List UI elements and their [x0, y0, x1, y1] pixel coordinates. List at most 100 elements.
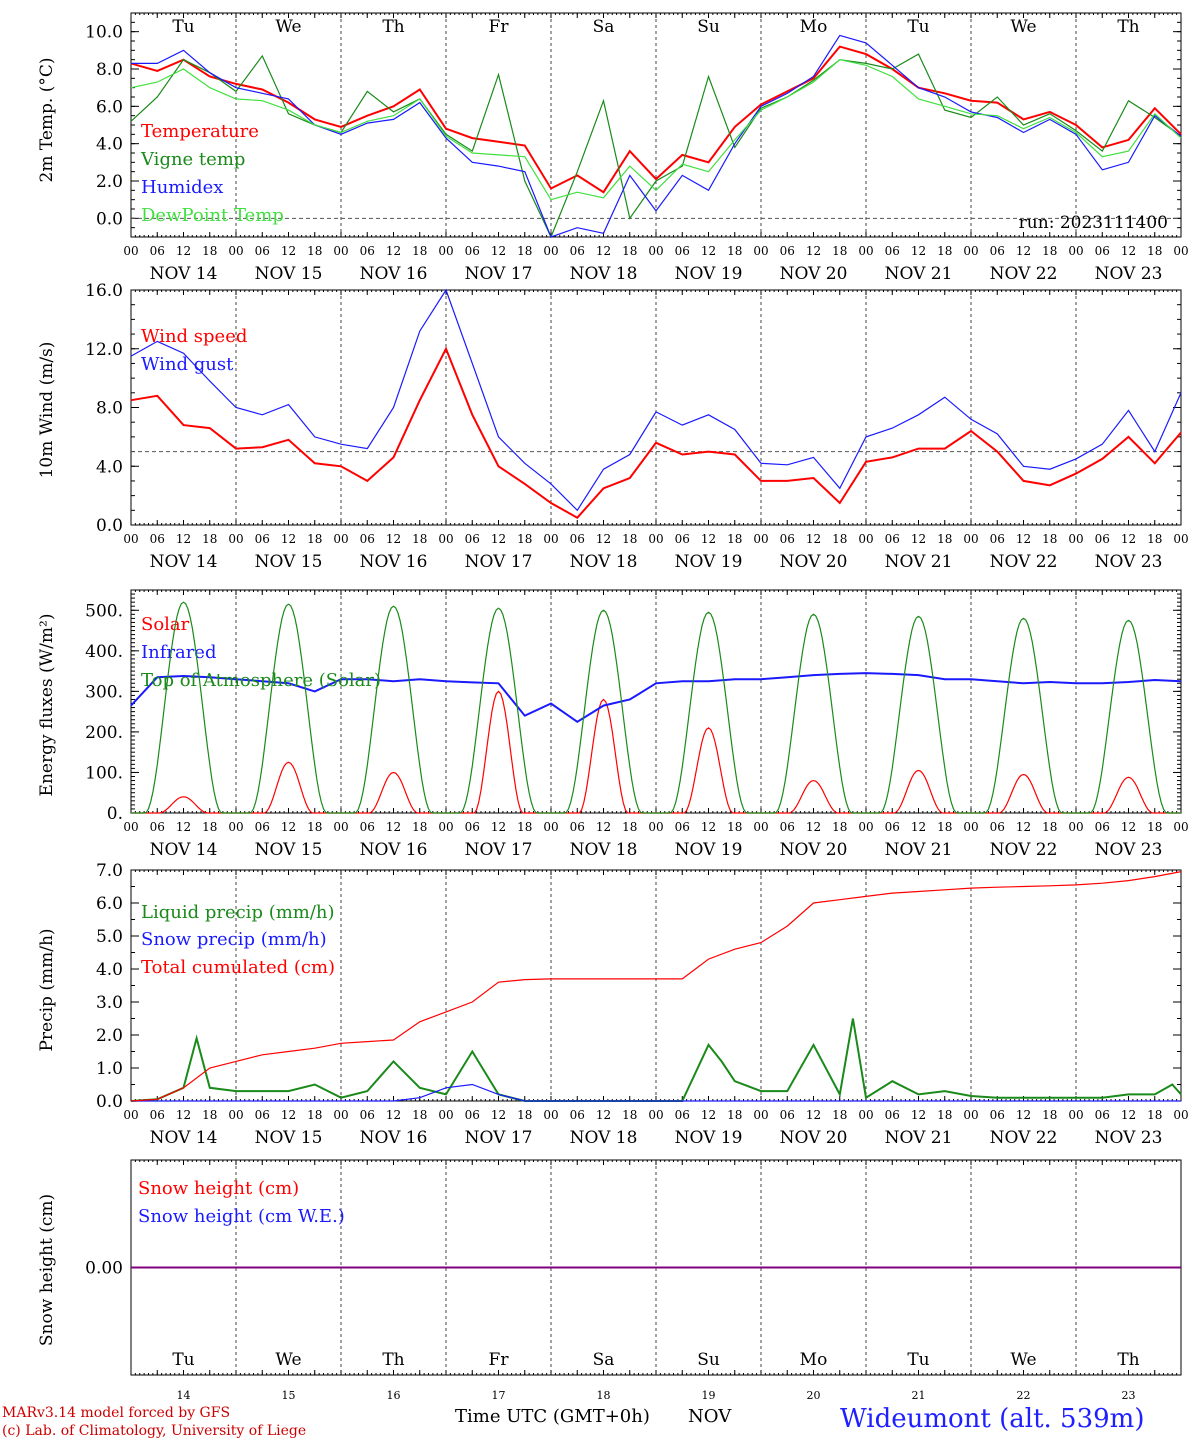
x-hour-label: 12 — [701, 532, 716, 546]
x-date-label: NOV 16 — [360, 264, 428, 284]
x-date-label: NOV 18 — [570, 840, 638, 860]
footer-line2: (c) Lab. of Climatology, University of L… — [2, 1423, 306, 1439]
day-name-label: Th — [1117, 1350, 1139, 1370]
day-number-label: 14 — [177, 1389, 191, 1402]
x-hour-label: 18 — [1042, 532, 1057, 546]
x-date-label: NOV 22 — [990, 552, 1058, 572]
x-hour-label: 12 — [806, 532, 821, 546]
x-date-label: NOV 21 — [885, 840, 953, 860]
x-date-label: NOV 21 — [885, 552, 953, 572]
day-name-label: Tu — [907, 17, 929, 37]
x-date-label: NOV 16 — [360, 1128, 428, 1148]
x-date-label: NOV 19 — [675, 840, 743, 860]
x-hour-label: 06 — [150, 244, 165, 258]
x-hour-label: 12 — [176, 532, 191, 546]
day-name-label: We — [1010, 1350, 1036, 1370]
x-hour-label: 06 — [570, 1108, 585, 1122]
x-hour-label: 12 — [911, 1108, 926, 1122]
y-tick-label: 5.0 — [96, 927, 123, 947]
x-date-label: NOV 16 — [360, 552, 428, 572]
y-tick-label: 0. — [107, 804, 123, 824]
x-date-label: NOV 15 — [255, 1128, 323, 1148]
panel-4: 00 06 12 18 NOV 14 00 06 12 18 NOV 15 00 06 12 18 NOV … — [37, 861, 1189, 1148]
x-hour-label: 06 — [885, 1108, 900, 1122]
x-hour-label: 00 — [1173, 1108, 1188, 1122]
x-hour-label: 12 — [491, 244, 506, 258]
x-hour-label: 18 — [412, 532, 427, 546]
x-hour-label: 18 — [937, 532, 952, 546]
series-line — [130, 45, 1182, 194]
day-name-label: Tu — [172, 17, 194, 37]
x-hour-label: 00 — [123, 1108, 138, 1122]
x-hour-label: 00 — [543, 532, 558, 546]
x-hour-label: 18 — [937, 1108, 952, 1122]
y-axis-title: Energy fluxes (W/m²) — [37, 614, 57, 797]
y-tick-label: 2.0 — [96, 1026, 123, 1046]
x-hour-label: 00 — [438, 244, 453, 258]
day-name-label: Mo — [800, 1350, 828, 1370]
x-hour-label: 18 — [412, 1108, 427, 1122]
legend-entry: Wind speed — [141, 326, 247, 347]
x-hour-label: 18 — [1042, 1108, 1057, 1122]
x-hour-label: 00 — [963, 1108, 978, 1122]
x-hour-label: 12 — [1016, 244, 1031, 258]
x-hour-label: 06 — [885, 244, 900, 258]
y-tick-label: 2.0 — [96, 172, 123, 192]
x-hour-label: 18 — [832, 532, 847, 546]
x-date-label: NOV 23 — [1095, 264, 1163, 284]
x-hour-label: 06 — [570, 820, 585, 834]
x-date-label: NOV 19 — [675, 552, 743, 572]
x-hour-label: 00 — [753, 244, 768, 258]
x-date-label: NOV 21 — [885, 1128, 953, 1148]
y-axis-title: Snow height (cm) — [37, 1194, 57, 1346]
x-hour-label: 18 — [622, 1108, 637, 1122]
x-hour-label: 12 — [1121, 1108, 1136, 1122]
day-name-label: We — [275, 1350, 301, 1370]
x-hour-label: 06 — [255, 820, 270, 834]
x-date-label: NOV 18 — [570, 264, 638, 284]
day-number-label: 20 — [807, 1389, 821, 1402]
y-tick-label: 0.0 — [96, 209, 123, 229]
series-line — [130, 53, 1182, 239]
day-number-label: 22 — [1017, 1389, 1031, 1402]
x-hour-label: 06 — [885, 532, 900, 546]
y-tick-label: 8.0 — [96, 399, 123, 419]
x-hour-label: 12 — [386, 244, 401, 258]
day-name-label: Su — [697, 17, 720, 37]
y-tick-label: 16.0 — [85, 281, 123, 301]
x-hour-label: 18 — [307, 244, 322, 258]
day-number-label: 23 — [1122, 1389, 1136, 1402]
day-name-label: Fr — [489, 17, 510, 37]
x-hour-label: 06 — [780, 244, 795, 258]
x-date-label: NOV 20 — [780, 264, 848, 284]
footer-line1: MARv3.14 model forced by GFS — [2, 1405, 230, 1421]
y-tick-label: 4.0 — [96, 960, 123, 980]
day-name-label: Th — [1117, 17, 1139, 37]
x-date-label: NOV 18 — [570, 1128, 638, 1148]
y-tick-label: 400. — [85, 642, 123, 662]
x-hour-label: 12 — [596, 244, 611, 258]
legend-entry: Total cumulated (cm) — [141, 957, 335, 978]
y-tick-label: 200. — [85, 723, 123, 743]
x-hour-label: 18 — [727, 244, 742, 258]
x-hour-label: 06 — [150, 1108, 165, 1122]
x-hour-label: 00 — [228, 820, 243, 834]
x-hour-label: 00 — [858, 1108, 873, 1122]
series-line — [130, 288, 1182, 512]
x-hour-label: 06 — [465, 532, 480, 546]
x-date-label: NOV 19 — [675, 264, 743, 284]
x-hour-label: 06 — [360, 244, 375, 258]
legend-entry: Snow precip (mm/h) — [141, 929, 327, 950]
x-date-label: NOV 21 — [885, 264, 953, 284]
x-hour-label: 18 — [202, 820, 217, 834]
x-date-label: NOV 23 — [1095, 840, 1163, 860]
panel-2: 00 06 12 18 NOV 14 00 06 12 18 NOV 15 00 06 12 18 NOV … — [37, 281, 1189, 572]
x-hour-label: 12 — [281, 1108, 296, 1122]
x-hour-label: 00 — [1173, 244, 1188, 258]
x-hour-label: 06 — [780, 1108, 795, 1122]
series-line — [131, 601, 1181, 814]
x-date-label: NOV 14 — [150, 264, 218, 284]
day-name-label: Tu — [172, 1350, 194, 1370]
x-hour-label: 18 — [517, 820, 532, 834]
x-hour-label: 12 — [386, 1108, 401, 1122]
